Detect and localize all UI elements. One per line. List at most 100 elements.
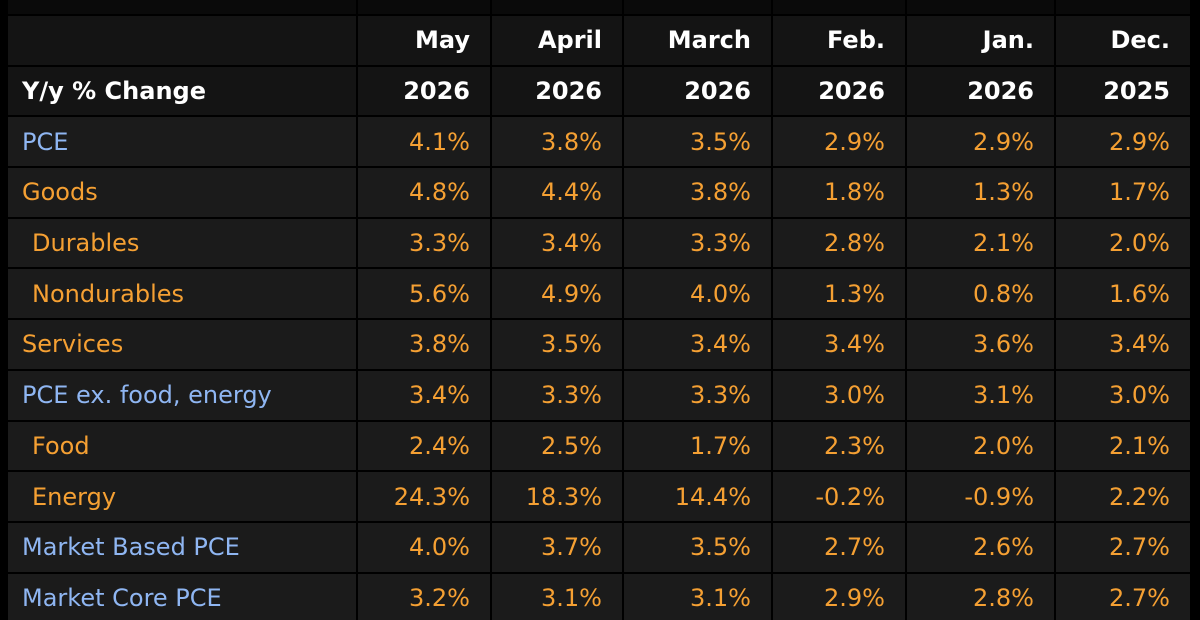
row-label: Food: [8, 421, 356, 471]
empty-cell: [358, 0, 490, 14]
value-cell: 3.3%: [492, 370, 622, 420]
column-year: 2025: [1056, 66, 1190, 116]
value-cell: 3.8%: [492, 117, 622, 167]
row-label: Energy: [8, 472, 356, 521]
value-cell: 4.8%: [358, 168, 490, 217]
value-cell: 3.4%: [624, 320, 771, 369]
value-cell: 3.8%: [624, 168, 771, 217]
column-month: Dec.: [1056, 16, 1190, 65]
row-label: Services: [8, 320, 356, 369]
value-cell: 24.3%: [358, 472, 490, 521]
value-cell: 2.1%: [907, 218, 1054, 268]
value-cell: 2.2%: [1056, 472, 1190, 521]
value-cell: 2.3%: [773, 421, 905, 471]
value-cell: 3.0%: [1056, 370, 1190, 420]
value-cell: 3.8%: [358, 320, 490, 369]
value-cell: 3.0%: [773, 370, 905, 420]
value-cell: 2.9%: [773, 573, 905, 620]
value-cell: 3.4%: [1056, 320, 1190, 369]
cut-row: [8, 0, 1190, 14]
value-cell: 2.7%: [1056, 573, 1190, 620]
value-cell: 2.4%: [358, 421, 490, 471]
value-cell: 2.8%: [907, 573, 1054, 620]
value-cell: 1.7%: [1056, 168, 1190, 217]
value-cell: 3.2%: [358, 573, 490, 620]
value-cell: 2.9%: [1056, 117, 1190, 167]
data-row: Goods 4.8% 4.4% 3.8% 1.8% 1.3% 1.7%: [8, 168, 1190, 217]
empty-cell: [624, 0, 771, 14]
column-year: 2026: [492, 66, 622, 116]
value-cell: 4.4%: [492, 168, 622, 217]
data-row: PCE 4.1% 3.8% 3.5% 2.9% 2.9% 2.9%: [8, 117, 1190, 167]
value-cell: 2.9%: [773, 117, 905, 167]
data-table: May April March Feb. Jan. Dec. Y/y % Change 202…: [6, 0, 1192, 620]
value-cell: 2.5%: [492, 421, 622, 471]
value-cell: 3.4%: [492, 218, 622, 268]
value-cell: 2.9%: [907, 117, 1054, 167]
value-cell: 3.6%: [907, 320, 1054, 369]
column-year: 2026: [624, 66, 771, 116]
value-cell: 3.1%: [492, 573, 622, 620]
value-cell: 3.3%: [624, 218, 771, 268]
row-label: Market Based PCE: [8, 522, 356, 572]
empty-cell: [907, 0, 1054, 14]
value-cell: 3.1%: [907, 370, 1054, 420]
value-cell: 3.4%: [358, 370, 490, 420]
column-month: April: [492, 16, 622, 65]
value-cell: 4.1%: [358, 117, 490, 167]
data-row: Market Core PCE 3.2% 3.1% 3.1% 2.9% 2.8% 2.7%: [8, 573, 1190, 620]
column-year: 2026: [358, 66, 490, 116]
value-cell: 2.1%: [1056, 421, 1190, 471]
value-cell: 0.8%: [907, 269, 1054, 319]
value-cell: 3.7%: [492, 522, 622, 572]
value-cell: 2.8%: [773, 218, 905, 268]
column-month: Jan.: [907, 16, 1054, 65]
column-month: Feb.: [773, 16, 905, 65]
empty-cell: [8, 16, 356, 65]
row-label: Goods: [8, 168, 356, 217]
data-row: PCE ex. food, energy 3.4% 3.3% 3.3% 3.0% 3.1%…: [8, 370, 1190, 420]
value-cell: 5.6%: [358, 269, 490, 319]
value-cell: 3.3%: [358, 218, 490, 268]
data-row: Energy 24.3% 18.3% 14.4% -0.2% -0.9% 2.2%: [8, 472, 1190, 521]
empty-cell: [1056, 0, 1190, 14]
data-row: Market Based PCE 4.0% 3.7% 3.5% 2.7% 2.6% 2.7%: [8, 522, 1190, 572]
value-cell: 3.5%: [624, 117, 771, 167]
value-cell: 1.6%: [1056, 269, 1190, 319]
value-cell: 2.6%: [907, 522, 1054, 572]
header-row: Y/y % Change 2026 2026 2026 2026 2026 2025: [8, 66, 1190, 116]
data-row: Food 2.4% 2.5% 1.7% 2.3% 2.0% 2.1%: [8, 421, 1190, 471]
value-cell: 3.3%: [624, 370, 771, 420]
empty-cell: [8, 0, 356, 14]
data-row: Durables 3.3% 3.4% 3.3% 2.8% 2.1% 2.0%: [8, 218, 1190, 268]
value-cell: -0.9%: [907, 472, 1054, 521]
value-cell: 4.9%: [492, 269, 622, 319]
empty-cell: [773, 0, 905, 14]
row-label: PCE: [8, 117, 356, 167]
data-row: Nondurables 5.6% 4.9% 4.0% 1.3% 0.8% 1.6%: [8, 269, 1190, 319]
value-cell: 2.7%: [773, 522, 905, 572]
empty-cell: [492, 0, 622, 14]
column-year: 2026: [773, 66, 905, 116]
header-row: May April March Feb. Jan. Dec.: [8, 16, 1190, 65]
value-cell: 14.4%: [624, 472, 771, 521]
value-cell: 1.3%: [773, 269, 905, 319]
column-month: May: [358, 16, 490, 65]
value-cell: -0.2%: [773, 472, 905, 521]
row-label: Durables: [8, 218, 356, 268]
value-cell: 3.5%: [624, 522, 771, 572]
value-cell: 4.0%: [624, 269, 771, 319]
row-label: Nondurables: [8, 269, 356, 319]
column-year: 2026: [907, 66, 1054, 116]
value-cell: 3.1%: [624, 573, 771, 620]
value-cell: 1.8%: [773, 168, 905, 217]
value-cell: 2.0%: [907, 421, 1054, 471]
value-cell: 1.3%: [907, 168, 1054, 217]
value-cell: 2.7%: [1056, 522, 1190, 572]
value-cell: 2.0%: [1056, 218, 1190, 268]
table-title: Y/y % Change: [8, 66, 356, 116]
column-month: March: [624, 16, 771, 65]
value-cell: 3.5%: [492, 320, 622, 369]
value-cell: 4.0%: [358, 522, 490, 572]
